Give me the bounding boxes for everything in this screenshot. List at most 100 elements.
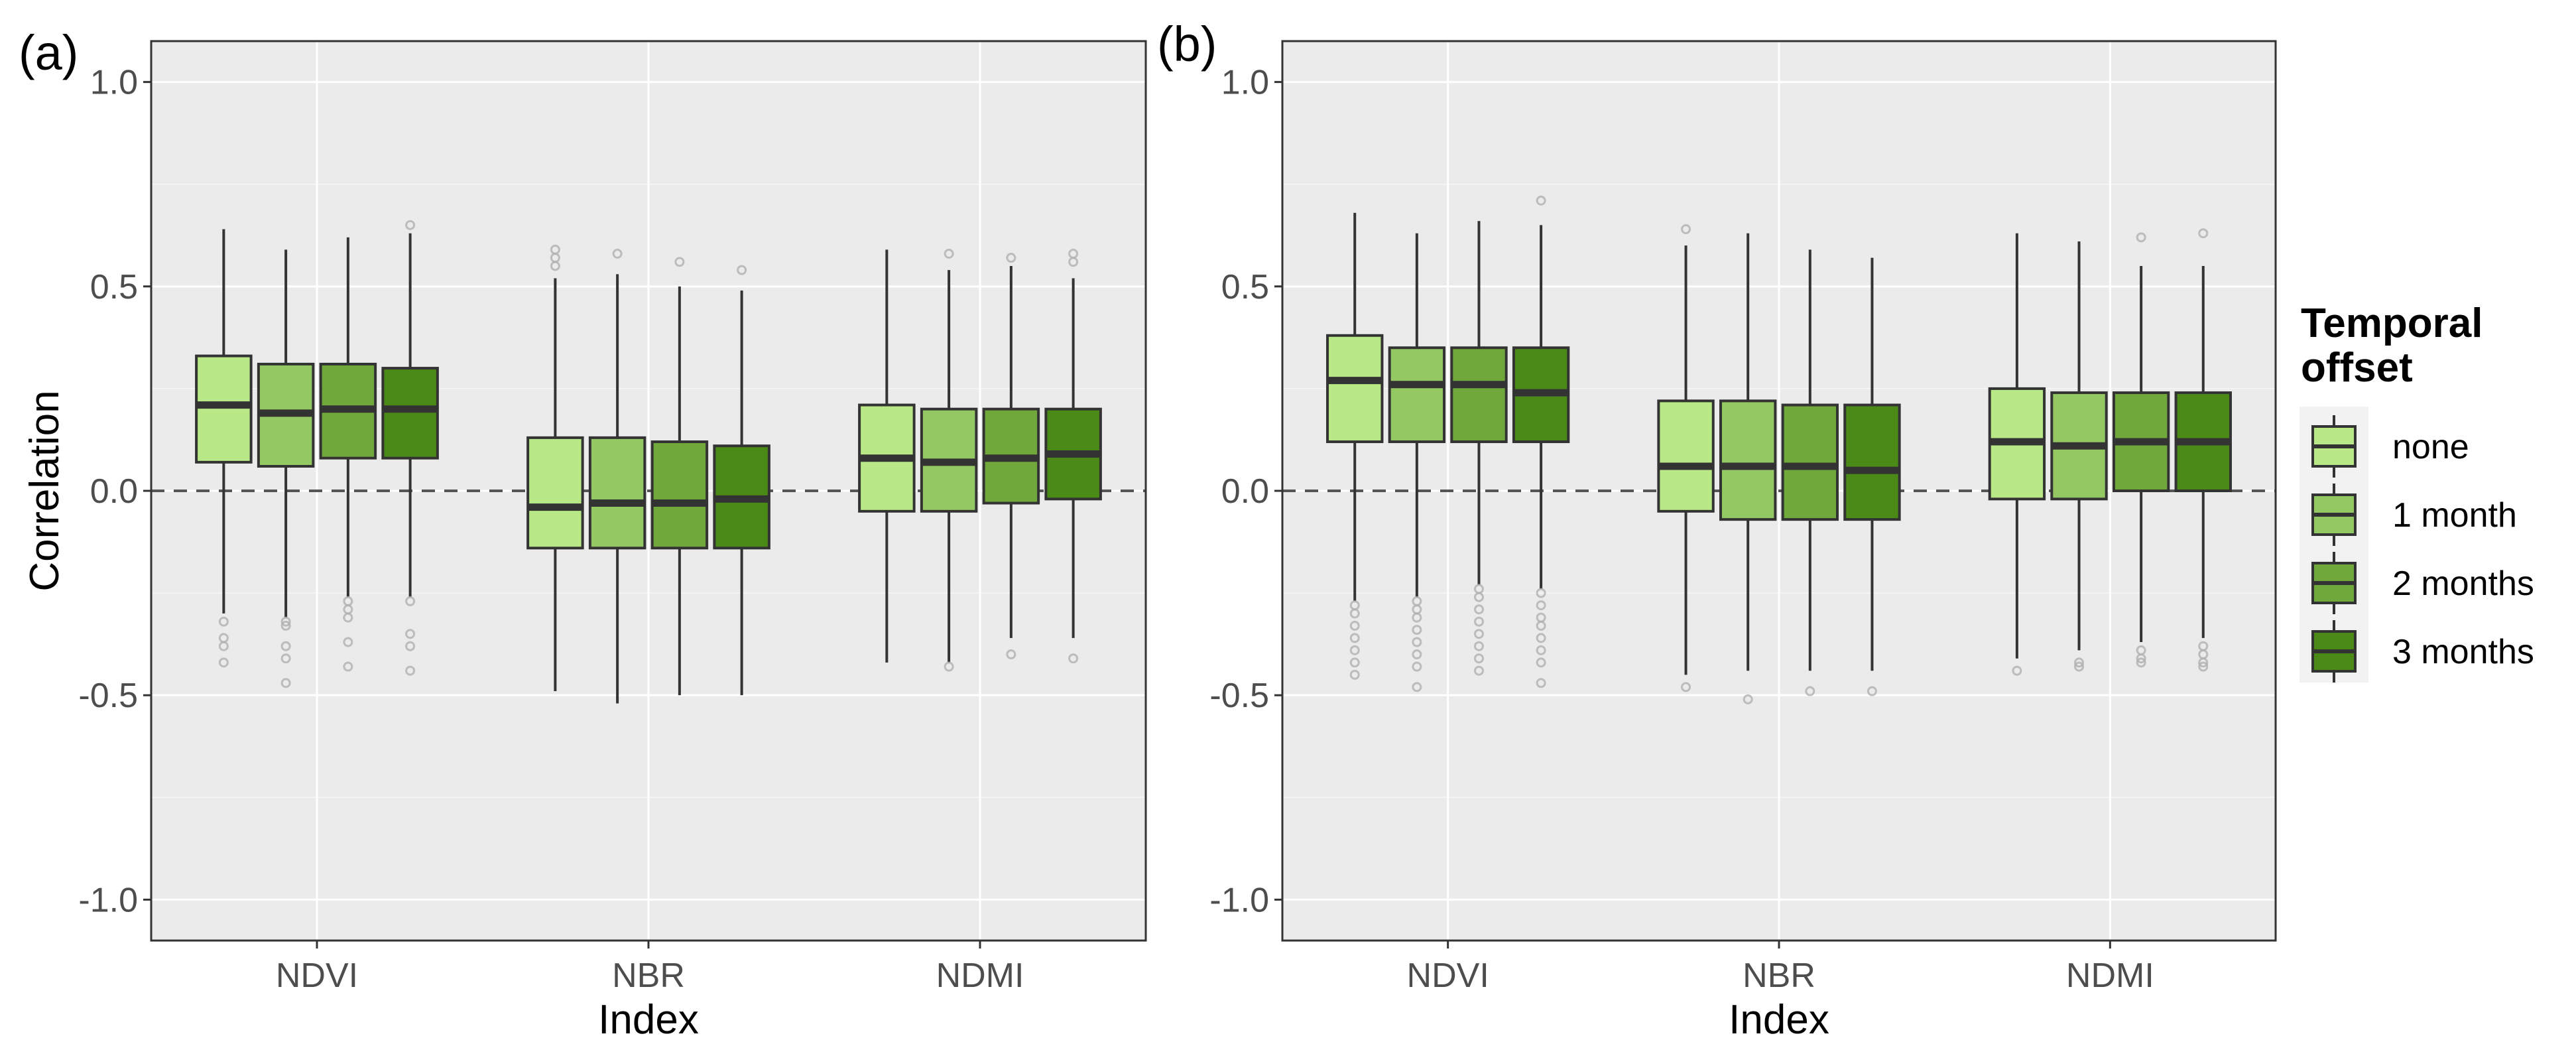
outlier-point [1681,682,1691,692]
outlier-point [405,629,416,639]
outlier-point [2074,657,2085,668]
outlier-point [2136,657,2146,668]
outlier-point [405,665,416,676]
x-tick-label: NDMI [2066,956,2154,995]
outlier-point [405,596,416,606]
outlier-point [1473,665,1484,676]
x-tick-label: NDVI [1407,956,1489,995]
legend-title-line1: Temporal [2301,300,2483,346]
legend-title-line2: offset [2301,345,2413,391]
outlier-point [2012,665,2022,676]
box-nbr-1-month [1719,233,1777,704]
outlier-point [1473,604,1484,615]
outlier-point [218,657,229,668]
box-ndmi-1-month [920,249,978,672]
outlier-point [1536,657,1546,668]
box-ndvi-3-months [381,220,439,676]
box-iqr [1781,403,1839,521]
legend-entry-label: 1 month [2392,496,2517,535]
x-tick-label: NBR [1743,956,1815,995]
outlier-point [1536,600,1546,611]
box-ndmi-3-months [2174,228,2232,672]
outlier-point [1349,669,1360,680]
outlier-point [1536,645,1546,655]
box-ndvi-1-month [257,249,315,688]
y-tick-label: 0.0 [1221,472,1269,511]
legend-entry-label: none [2392,428,2469,466]
outlier-point [1473,653,1484,664]
outlier-point [343,661,353,672]
legend-entry-label: 3 months [2392,633,2534,671]
outlier-point [1536,678,1546,688]
y-tick-label: -0.5 [1209,677,1269,715]
box-iqr [1843,403,1901,521]
box-nbr-1-month [588,249,646,704]
y-tick-label: 0.5 [90,268,138,306]
outlier-point [1349,645,1360,655]
outlier-point [1412,625,1422,635]
outlier-point [2074,661,2085,672]
outlier-point [1349,633,1360,643]
outlier-point [1349,608,1360,619]
box-ndmi-2-months [2112,232,2170,668]
box-nbr-none [1657,224,1715,692]
outlier-point [343,612,353,623]
outlier-point [1473,592,1484,602]
outlier-point [280,620,291,631]
outlier-point [737,265,747,275]
box-ndmi-none [858,249,916,663]
y-tick-label: 1.0 [90,64,138,102]
box-iqr [195,354,253,464]
outlier-point [1473,616,1484,627]
box-iqr [1326,334,1384,444]
outlier-point [944,661,954,672]
box-iqr [1450,346,1508,444]
box-iqr [381,367,439,460]
box-nbr-3-months [1843,257,1901,696]
box-nbr-2-months [650,257,709,696]
legend-entry-label: 2 months [2392,564,2534,603]
box-ndvi-none [195,229,253,668]
x-tick-label: NDMI [936,956,1024,995]
outlier-point [550,244,560,255]
panel-label: (a) [19,25,78,80]
box-ndmi-3-months [1044,249,1102,664]
box-nbr-none [526,244,584,692]
outlier-point [1412,682,1422,692]
outlier-point [343,637,353,647]
box-iqr [526,436,584,550]
panel-b: -1.0 -0.5 0.0 0.5 1.0 NDVI NBR NDMI Index (b) [1157,17,2277,1043]
outlier-point [944,249,954,259]
y-tick-label: 0.0 [90,472,138,511]
outlier-point [1473,641,1484,651]
outlier-point [1536,195,1546,206]
outlier-point [1068,653,1079,664]
outlier-point [1412,649,1422,660]
panel-label: (b) [1157,17,1217,72]
outlier-point [280,678,291,688]
outlier-point [2198,661,2209,672]
box-ndvi-2-months [1450,221,1508,676]
outlier-point [280,641,291,651]
box-ndmi-none [1988,233,2046,676]
outlier-point [405,220,416,230]
box-ndvi-1-month [1388,233,1446,692]
outlier-point [1867,686,1877,696]
outlier-point [2136,653,2146,664]
outlier-point [674,257,685,267]
outlier-point [1349,620,1360,631]
y-tick-label: -0.5 [78,677,138,715]
outlier-point [218,641,229,651]
outlier-point [1536,620,1546,631]
outlier-point [280,653,291,664]
box-ndmi-1-month [2050,241,2108,672]
box-iqr [650,440,709,550]
outlier-point [1412,612,1422,623]
outlier-point [2198,657,2209,668]
y-axis-title: Correlation [22,390,68,591]
outlier-point [1743,694,1753,704]
y-tick-label: 0.5 [1221,268,1269,306]
outlier-point [405,641,416,651]
